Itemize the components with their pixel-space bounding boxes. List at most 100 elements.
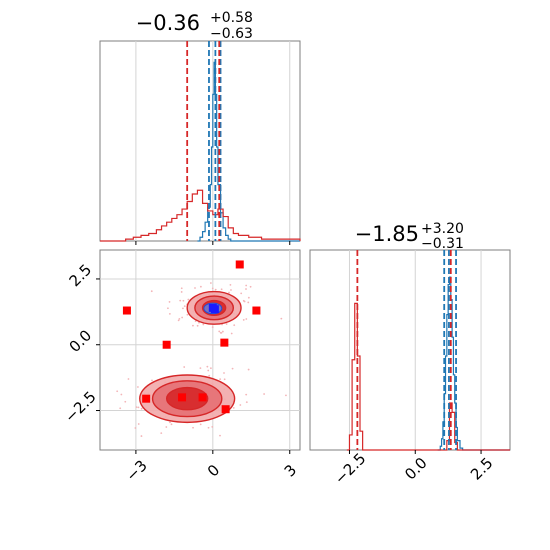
sample-point bbox=[220, 288, 223, 291]
sample-point bbox=[160, 432, 163, 435]
sample-point bbox=[245, 393, 248, 396]
y-tick-label: −2.5 bbox=[61, 388, 99, 426]
quantile-lines bbox=[356, 250, 457, 450]
sample-point bbox=[180, 287, 183, 290]
red-square-marker bbox=[252, 306, 261, 315]
sample-point bbox=[179, 299, 182, 302]
x-tick-label: 0.0 bbox=[401, 454, 431, 484]
sample-point bbox=[228, 291, 230, 294]
sample-point bbox=[119, 407, 122, 410]
sample-point bbox=[232, 406, 235, 409]
sample-point bbox=[219, 331, 222, 334]
quantile-lines bbox=[186, 41, 222, 241]
sample-point bbox=[208, 374, 211, 377]
sample-point bbox=[245, 318, 248, 320]
sample-point bbox=[182, 299, 185, 302]
red-square-marker bbox=[162, 340, 171, 349]
title-lower-error: −0.31 bbox=[421, 236, 464, 252]
sample-point bbox=[181, 316, 184, 319]
sample-point bbox=[202, 323, 205, 326]
sample-point bbox=[168, 312, 171, 315]
sample-point bbox=[167, 307, 169, 310]
sample-point bbox=[168, 301, 171, 303]
title-median: −1.85 bbox=[355, 222, 419, 246]
sample-point bbox=[214, 288, 217, 291]
sample-point bbox=[233, 324, 236, 327]
sample-point bbox=[165, 426, 168, 428]
sample-point bbox=[219, 434, 221, 437]
red-square-marker bbox=[122, 306, 131, 315]
sample-point bbox=[206, 365, 209, 368]
sample-point bbox=[116, 390, 119, 393]
sample-point bbox=[242, 319, 245, 321]
sample-point bbox=[196, 324, 199, 327]
sample-point bbox=[187, 298, 190, 301]
histogram-series-1 bbox=[100, 189, 301, 242]
sample-point bbox=[120, 393, 123, 396]
sample-point bbox=[170, 423, 173, 426]
title-median: −0.36 bbox=[136, 11, 200, 35]
sample-point bbox=[245, 288, 247, 290]
sample-point bbox=[263, 393, 265, 395]
sample-point bbox=[169, 421, 171, 424]
sample-point bbox=[223, 372, 225, 374]
sample-point bbox=[178, 317, 181, 320]
sample-point bbox=[134, 427, 137, 429]
contour-levels bbox=[139, 290, 242, 424]
sample-point bbox=[229, 283, 232, 286]
sample-point bbox=[211, 287, 214, 290]
sample-point bbox=[137, 406, 140, 409]
sample-point bbox=[180, 291, 183, 293]
plot-frame bbox=[309, 249, 511, 451]
sample-point bbox=[194, 287, 196, 289]
blue-highlight bbox=[203, 302, 223, 315]
histogram-panel-top-left: −0.36 +0.58 −0.63 bbox=[99, 10, 301, 245]
sample-point bbox=[225, 323, 228, 325]
sample-point bbox=[151, 379, 153, 382]
sample-point bbox=[221, 330, 224, 333]
sample-point bbox=[192, 426, 194, 429]
sample-point bbox=[207, 426, 210, 429]
title-upper-error: +3.20 bbox=[421, 221, 464, 237]
sample-point bbox=[245, 401, 248, 404]
sample-point bbox=[245, 284, 248, 287]
sample-point bbox=[127, 378, 130, 380]
sample-point bbox=[124, 400, 127, 403]
sample-point bbox=[135, 406, 138, 409]
title-lower-error: −0.63 bbox=[210, 26, 253, 42]
title-upper-error: +0.58 bbox=[210, 10, 253, 26]
blue-square-marker bbox=[210, 305, 219, 314]
sample-point bbox=[192, 324, 194, 327]
x-tick-label: −3 bbox=[122, 457, 150, 485]
y-tick-label: 2.5 bbox=[66, 261, 96, 291]
sample-point bbox=[186, 313, 189, 316]
sample-point bbox=[137, 423, 140, 425]
sample-point bbox=[140, 407, 143, 410]
sample-point bbox=[231, 367, 234, 370]
sample-point bbox=[211, 425, 214, 428]
sample-point bbox=[243, 300, 246, 303]
sample-point bbox=[280, 317, 283, 320]
sample-point bbox=[207, 369, 210, 372]
sample-point bbox=[247, 368, 250, 371]
sample-point bbox=[219, 378, 222, 380]
sample-point bbox=[247, 301, 250, 304]
red-square-marker bbox=[198, 393, 207, 402]
histogram-series-1 bbox=[346, 302, 510, 451]
sample-point bbox=[210, 367, 212, 370]
x-tick-label: −2.5 bbox=[331, 449, 369, 487]
x-tick-label: 3 bbox=[281, 461, 300, 480]
contour-panel-bottom-left: −3 0 3 −2.5 0.0 2.5 bbox=[61, 249, 301, 485]
sample-point bbox=[150, 290, 153, 293]
sample-point bbox=[182, 307, 184, 310]
red-square-marker bbox=[178, 393, 187, 402]
y-tick-label: 0.0 bbox=[66, 326, 96, 356]
y-ticks: −2.5 0.0 2.5 bbox=[61, 261, 100, 426]
sample-point bbox=[177, 319, 180, 322]
sample-point bbox=[218, 330, 221, 333]
x-ticks bbox=[135, 241, 291, 245]
sample-point bbox=[199, 367, 202, 370]
sample-point bbox=[223, 378, 226, 381]
x-tick-label: 2.5 bbox=[467, 454, 497, 484]
red-square-marker bbox=[142, 394, 151, 403]
